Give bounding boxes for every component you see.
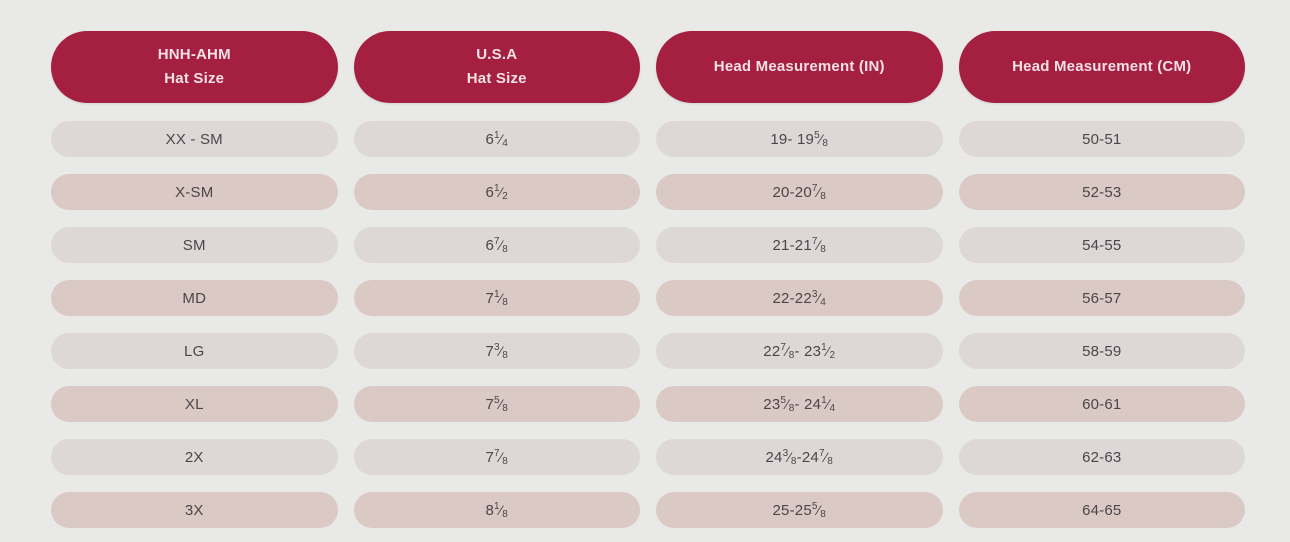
column-header-pill: Head Measurement (CM)	[958, 31, 1245, 103]
table-column: U.S.A Hat Size 6 1⁄4 6 1⁄2 6 7⁄8 7 1⁄8 7 3⁄8 7 5…	[353, 31, 640, 528]
table-cell: 6 1⁄4	[353, 121, 640, 157]
fraction: 1⁄4	[493, 129, 509, 149]
table-cell: 7 1⁄8	[353, 280, 640, 316]
table-cell: 60-61	[958, 386, 1245, 422]
fraction: 3⁄4	[811, 288, 826, 308]
table-cell: MD	[51, 280, 338, 316]
table-cell: SM	[51, 227, 338, 263]
fraction: 7⁄8	[493, 447, 509, 467]
fraction: 7⁄8	[811, 182, 826, 202]
fraction: 7⁄8	[811, 235, 826, 255]
table-cell: 22-22 3⁄4	[656, 280, 943, 316]
column-header-pill: HNH-AHM Hat Size	[51, 31, 338, 103]
fraction: 7⁄8	[818, 447, 834, 467]
table-cell: 6 7⁄8	[353, 227, 640, 263]
column-header-line1: Head Measurement (CM)	[1012, 58, 1192, 75]
fraction: 5⁄8	[780, 394, 795, 414]
table-cell: 7 3⁄8	[353, 333, 640, 369]
column-header-line1: HNH-AHM	[157, 46, 231, 63]
fraction: 1⁄8	[493, 288, 509, 308]
table-cell: 52-53	[958, 174, 1245, 210]
table-column: Head Measurement (IN) 19- 19 5⁄8 20-20 7⁄8 21…	[656, 31, 943, 528]
column-header-line1: U.S.A	[476, 46, 518, 63]
table-cell: 64-65	[958, 492, 1245, 528]
fraction: 1⁄8	[493, 500, 509, 520]
table-cell: 22 7⁄8 - 23 1⁄2	[656, 333, 943, 369]
fraction: 7⁄8	[780, 341, 795, 361]
table-cell: XL	[51, 386, 338, 422]
table-cell: X-SM	[51, 174, 338, 210]
table-cell: 54-55	[958, 227, 1245, 263]
fraction: 1⁄4	[821, 394, 836, 414]
table-column: HNH-AHM Hat Size XX - SM X-SM SM MD LG XL 2X 3X	[51, 31, 338, 528]
column-header-pill: U.S.A Hat Size	[353, 31, 640, 103]
fraction: 3⁄8	[782, 447, 797, 467]
table-cell: 7 5⁄8	[353, 386, 640, 422]
column-header-line2: Hat Size	[164, 70, 225, 87]
table-cell: 20-20 7⁄8	[656, 174, 943, 210]
table-cell: XX - SM	[51, 121, 338, 157]
table-cell: 3X	[51, 492, 338, 528]
table-cell: 23 5⁄8 - 24 1⁄4	[656, 386, 943, 422]
column-header-pill: Head Measurement (IN)	[656, 31, 943, 103]
table-cell: 58-59	[958, 333, 1245, 369]
fraction: 5⁄8	[814, 129, 829, 149]
fraction: 5⁄8	[493, 394, 509, 414]
table-cell: 24 3⁄8 -24 7⁄8	[656, 439, 943, 475]
table-cell: 2X	[51, 439, 338, 475]
table-cell: LG	[51, 333, 338, 369]
table-column: Head Measurement (CM) 50-51 52-53 54-55 56-5…	[958, 31, 1245, 528]
fraction: 7⁄8	[493, 235, 509, 255]
table-cell: 21-21 7⁄8	[656, 227, 943, 263]
table-cell: 62-63	[958, 439, 1245, 475]
column-header-line1: Head Measurement (IN)	[713, 58, 885, 75]
column-header-line2: Hat Size	[466, 70, 527, 87]
table-cell: 6 1⁄2	[353, 174, 640, 210]
table-cell: 50-51	[958, 121, 1245, 157]
hat-size-table: HNH-AHM Hat Size XX - SM X-SM SM MD LG XL 2X 3X U.…	[51, 31, 1245, 528]
table-cell: 7 7⁄8	[353, 439, 640, 475]
table-cell: 19- 19 5⁄8	[656, 121, 943, 157]
table-cell: 25-25 5⁄8	[656, 492, 943, 528]
fraction: 1⁄2	[821, 341, 836, 361]
fraction: 5⁄8	[811, 500, 826, 520]
table-cell: 8 1⁄8	[353, 492, 640, 528]
fraction: 1⁄2	[493, 182, 509, 202]
table-cell: 56-57	[958, 280, 1245, 316]
fraction: 3⁄8	[493, 341, 509, 361]
